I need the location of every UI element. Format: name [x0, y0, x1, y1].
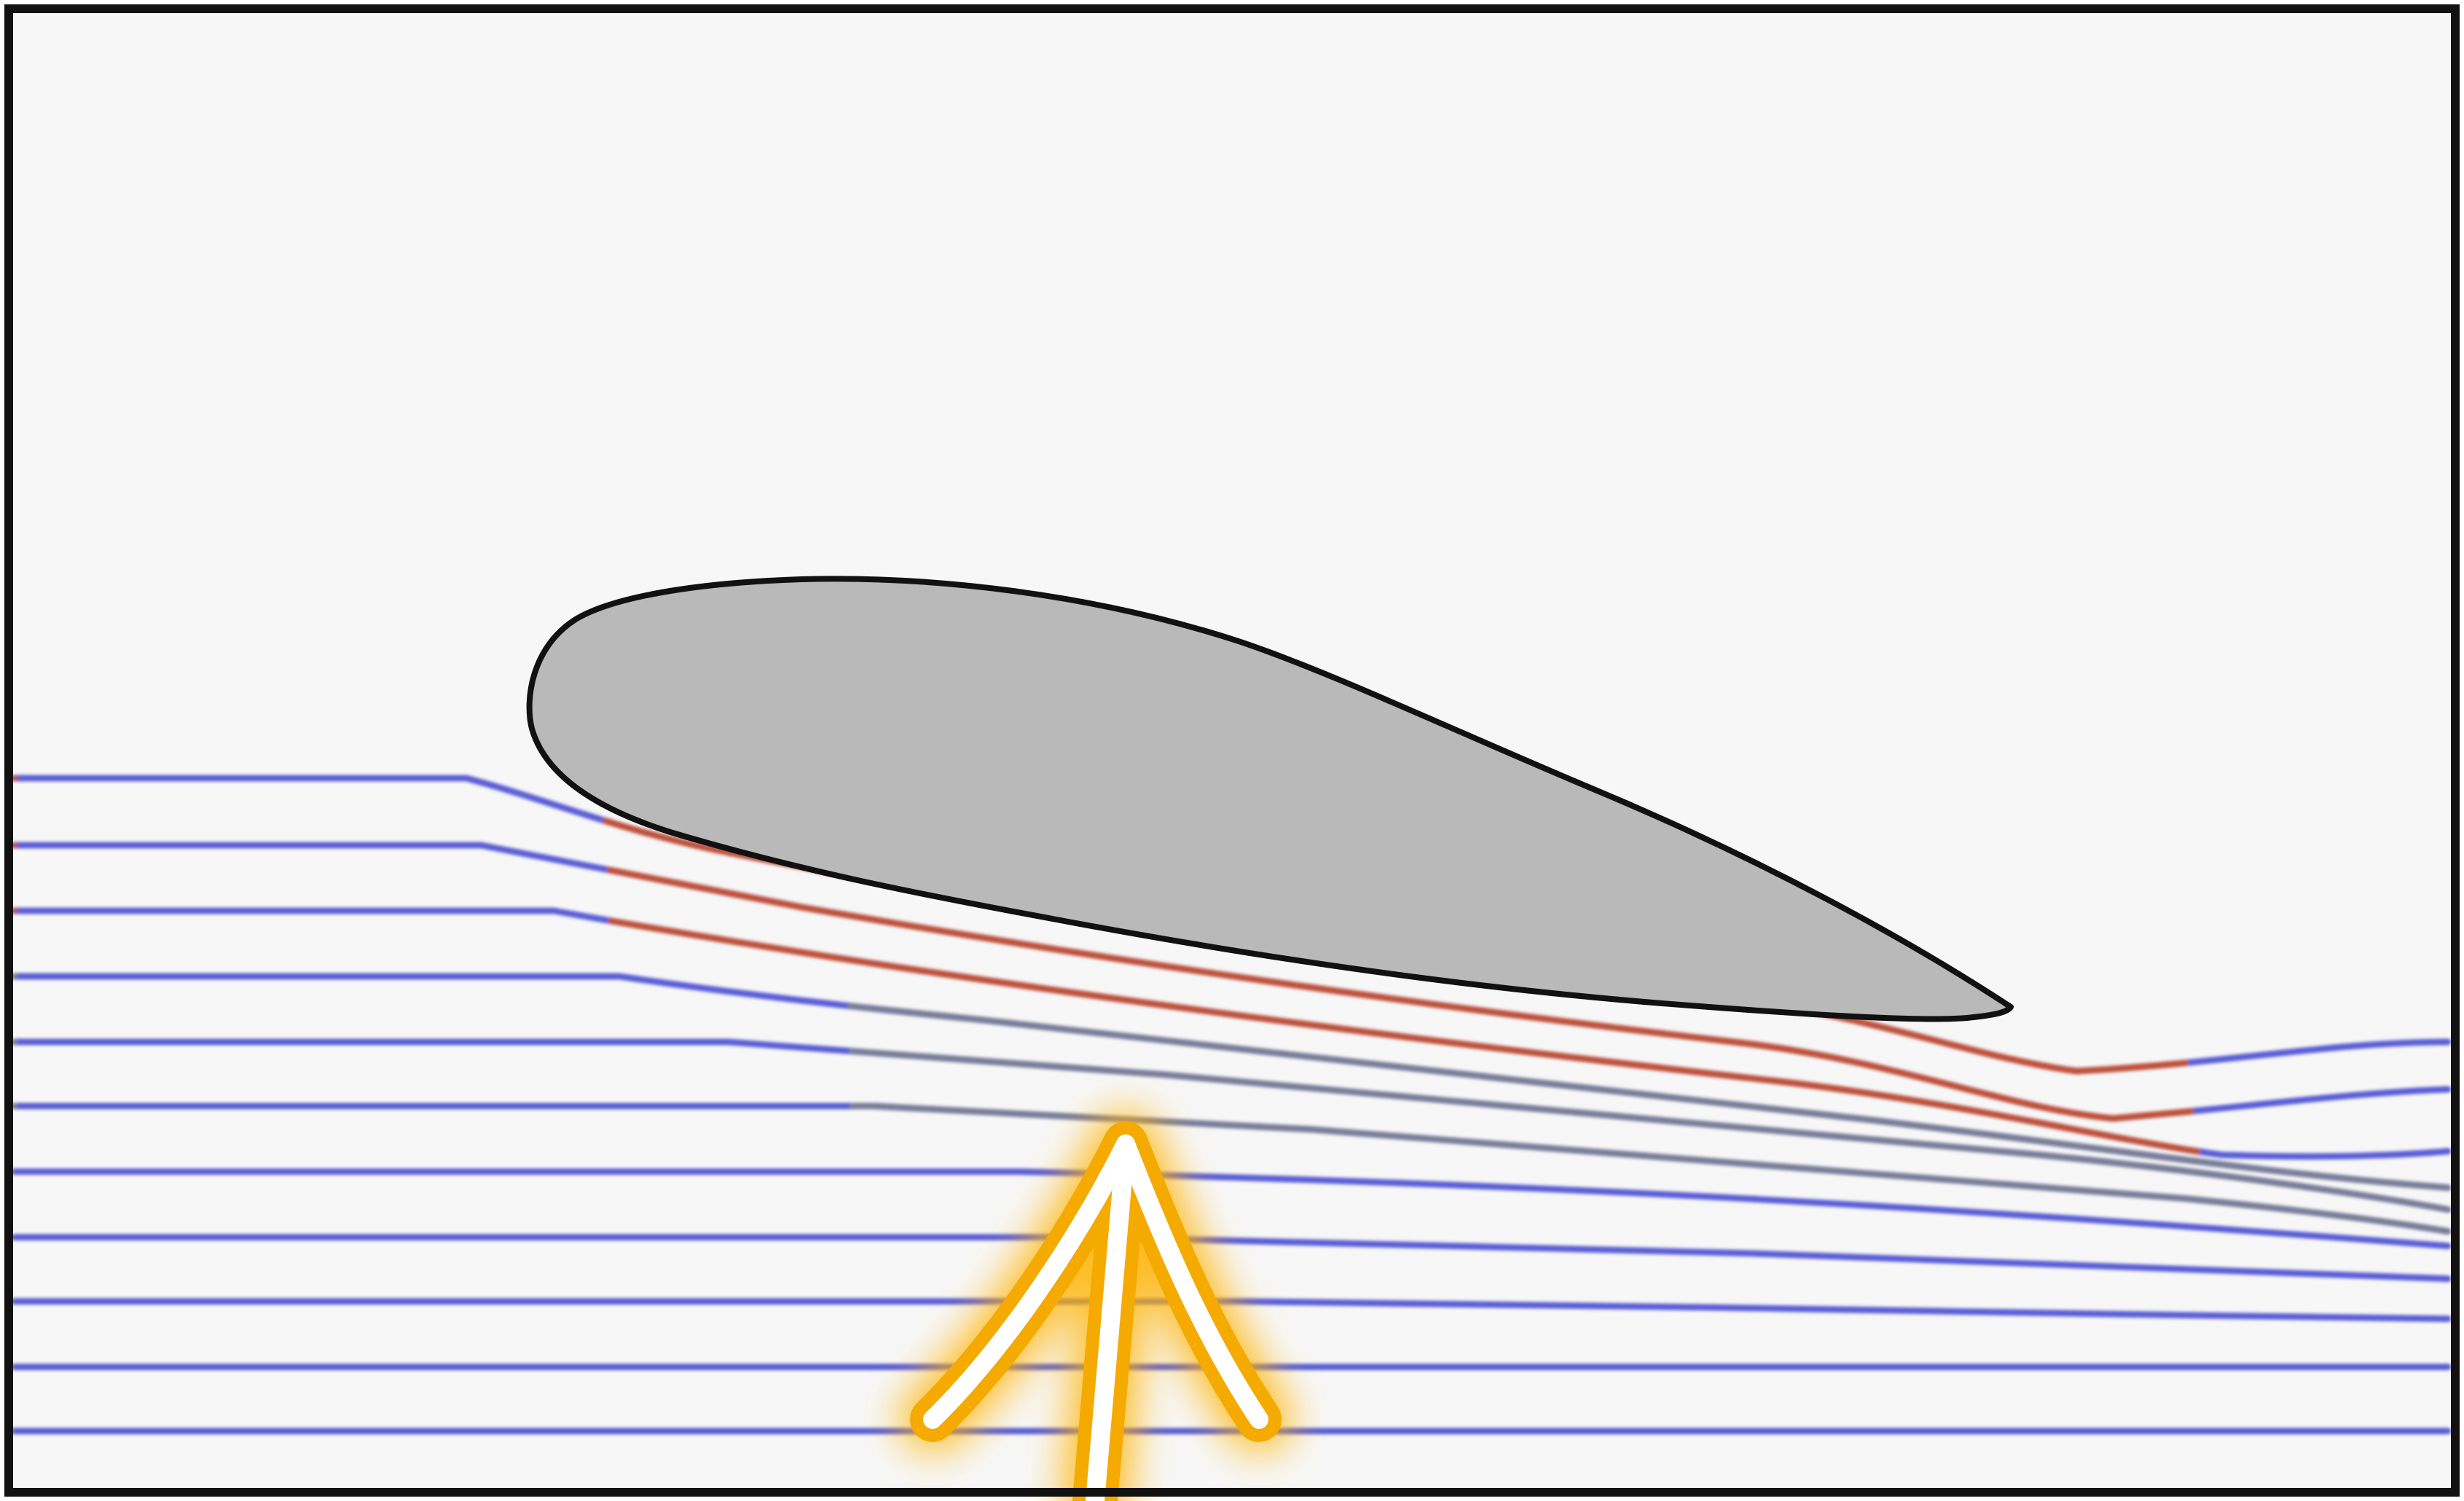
airfoil: [526, 576, 2014, 1022]
streamline-highlight: [11, 842, 2452, 1122]
up-arrow-icon: [900, 1111, 1292, 1501]
diagram-border: [4, 4, 2460, 1497]
streamline: [11, 1234, 2452, 1282]
streamline: [11, 1298, 2452, 1322]
streamlines: [11, 775, 2452, 1435]
streamline: [11, 1168, 2452, 1250]
streamline-highlight: [11, 907, 2452, 1160]
streamline-highlight: [11, 1038, 2452, 1213]
streamline-highlight: [11, 1102, 2452, 1235]
streamline-highlight: [11, 973, 2452, 1191]
